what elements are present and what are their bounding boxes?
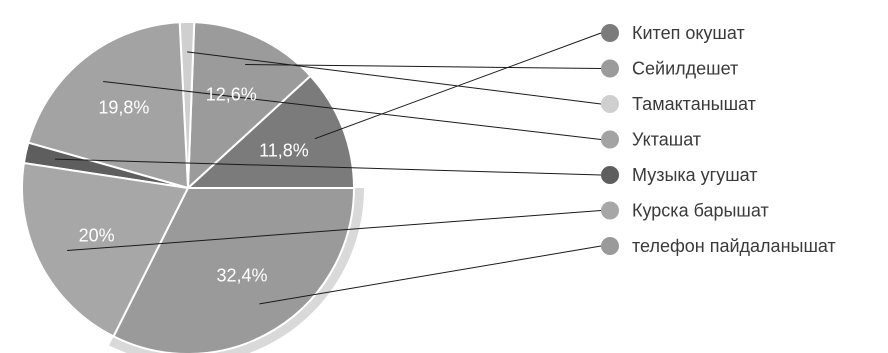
leader-line (187, 51, 602, 105)
slice-value-label: 19,8% (98, 97, 149, 117)
legend-label: Укташат (632, 130, 701, 150)
legend-label: Сейилдешет (632, 59, 738, 79)
leader-line (259, 245, 602, 305)
legend-marker-телефон-пайдаланышат (601, 237, 619, 255)
legend-marker-музыка-угушат (601, 166, 619, 184)
pie-slice-укташат (27, 21, 190, 190)
leader-line (245, 63, 602, 69)
slice-value-label: 32,4% (217, 266, 268, 286)
legend-marker-тамактанышат (601, 95, 619, 113)
slice-value-label: 12,6% (206, 85, 257, 105)
legend-label: Китеп окушат (632, 23, 745, 43)
pie-slice-китеп-окушат (185, 74, 356, 189)
legend-label: телефон пайдаланышат (632, 236, 836, 256)
slice-value-label: 20% (79, 225, 115, 245)
legend-marker-укташат (601, 130, 619, 149)
slice-value-labels: 11,8% 12,6% 19,8% 20% 32,4% (79, 85, 309, 286)
leader-line (103, 81, 602, 140)
legend-marker-китеп-окушат (601, 24, 619, 42)
leader-line (67, 210, 602, 252)
legend-marker-курска-барышат (601, 201, 619, 220)
legend-label: Музыка угушат (632, 165, 758, 185)
leader-line (54, 158, 602, 176)
pie-slices (21, 21, 364, 353)
leader-lines (54, 32, 602, 305)
legend: Китеп окушат Сейилдешет Тамактанышат Укташа… (601, 23, 836, 256)
pie-slice-курска-барышат (21, 161, 190, 338)
legend-label: Тамактанышат (632, 94, 756, 114)
legend-label: Курска барышат (632, 201, 769, 221)
slice-value-label: 11,8% (259, 141, 309, 161)
legend-marker-сейилдешет (601, 59, 619, 78)
